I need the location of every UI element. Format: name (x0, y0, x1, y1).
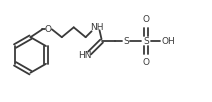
Text: O: O (143, 58, 150, 67)
Text: OH: OH (161, 37, 175, 46)
Text: S: S (143, 37, 149, 46)
Text: O: O (143, 15, 150, 24)
Text: S: S (124, 37, 129, 46)
Text: O: O (45, 25, 52, 34)
Text: HN: HN (78, 51, 91, 60)
Text: NH: NH (90, 23, 103, 32)
